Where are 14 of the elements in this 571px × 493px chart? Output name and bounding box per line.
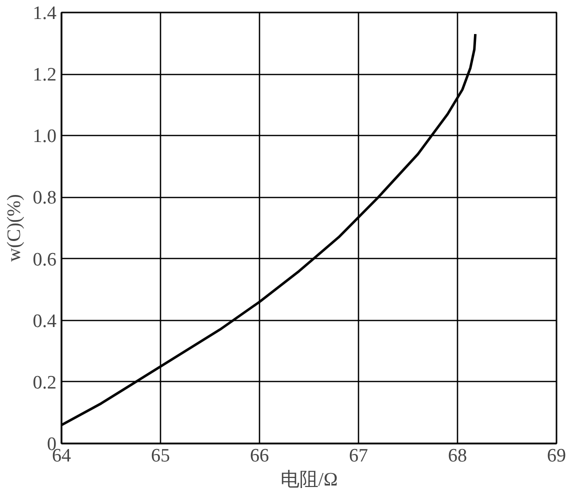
y-tick-label: 1.4	[32, 3, 57, 24]
x-tick-label: 69	[547, 446, 566, 466]
y-tick-label: 1.0	[32, 126, 56, 148]
y-tick-label: 0.2	[32, 372, 56, 394]
x-tick-label: 68	[448, 446, 467, 466]
x-tick-label: 66	[250, 446, 269, 466]
x-tick-label: 65	[151, 446, 170, 466]
x-tick-label: 67	[349, 446, 368, 466]
y-tick-label: 0.4	[32, 310, 57, 332]
y-tick-label: 0.8	[32, 188, 56, 209]
y-axis-title: w(C)(%)	[4, 194, 25, 262]
y-tick-label: 0.6	[32, 249, 56, 270]
x-axis-title: 电阻/Ω	[280, 470, 338, 490]
y-tick-label: 1.2	[32, 64, 56, 86]
